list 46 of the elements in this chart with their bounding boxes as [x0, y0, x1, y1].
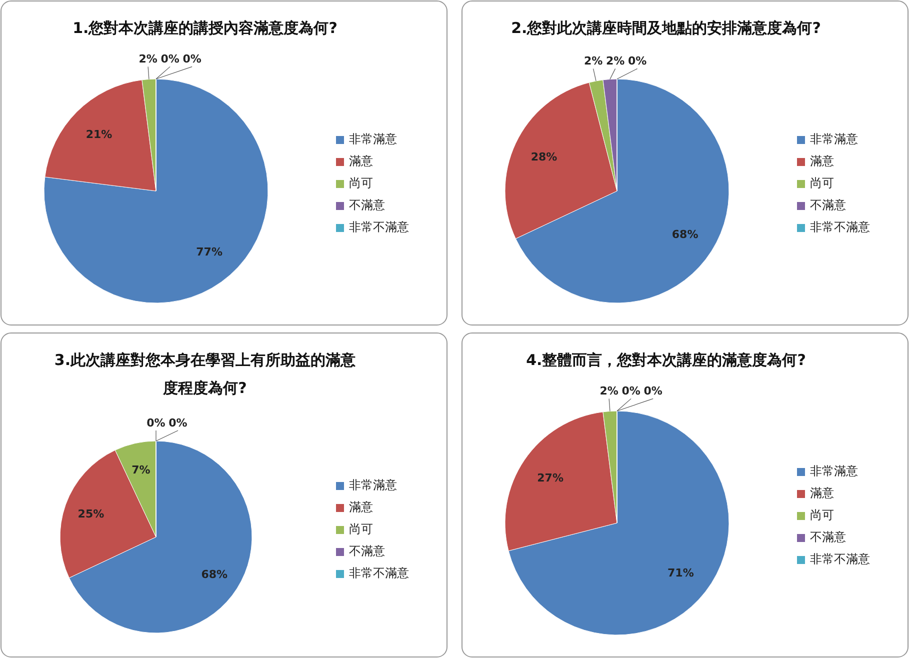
legend-label: 不滿意 — [349, 198, 385, 212]
text: 0% — [644, 384, 662, 398]
legend-label: 非常不滿意 — [349, 220, 409, 234]
legend-label: 非常滿意 — [810, 464, 858, 478]
data-label: 68% — [672, 228, 698, 242]
data-label: 2% — [606, 54, 625, 68]
text: 0% — [160, 52, 180, 66]
data-label: 28% — [530, 150, 558, 164]
data-label: 27% — [537, 472, 564, 485]
legend-label: 尚可 — [810, 508, 834, 522]
data-label: 2% — [584, 54, 603, 68]
legend-label: 尚可 — [349, 522, 373, 536]
legend-label: 滿意 — [810, 486, 834, 500]
chart-title: 2.您對此次講座時間及地點的安排滿意度為何? — [511, 19, 821, 37]
legend-label: 尚可 — [349, 176, 373, 190]
data-label: 68% — [201, 568, 228, 581]
legend-label: 不滿意 — [810, 530, 846, 544]
legend-label: 非常不滿意 — [810, 220, 870, 234]
legend-label: 不滿意 — [349, 544, 385, 558]
data-label: 71% — [668, 566, 694, 580]
text: 0% — [628, 54, 647, 68]
legend-label: 非常滿意 — [349, 478, 397, 492]
legend-label: 非常滿意 — [810, 132, 858, 146]
text: 0% — [182, 52, 202, 66]
legend-label: 非常不滿意 — [810, 552, 870, 566]
chart-title: 1.您對本次講座的講授內容滿意度為何? — [72, 19, 338, 37]
legend-label: 尚可 — [810, 176, 834, 190]
legend-label: 滿意 — [349, 154, 373, 168]
legend-label: 滿意 — [810, 154, 834, 168]
legend-label: 不滿意 — [810, 198, 846, 212]
pie-slice — [44, 78, 268, 304]
data-label: 21% — [86, 128, 112, 141]
data-label: 2% — [600, 384, 618, 398]
text: 0% — [168, 416, 188, 430]
legend-label: 滿意 — [349, 500, 373, 514]
text: 0% — [622, 384, 640, 398]
chart-title: 4.整體而言，您對本次講座的滿意度為何? — [526, 351, 806, 369]
data-label: 2% — [138, 52, 158, 66]
text: 0% — [146, 416, 166, 430]
pie-slice — [508, 410, 730, 636]
legend-label: 非常滿意 — [349, 132, 397, 146]
data-label: 7% — [132, 463, 150, 476]
data-label: 25% — [78, 507, 104, 520]
chart-title: 3.此次講座對您本身在學習上有所助益的滿意度程度為何? — [54, 351, 357, 397]
legend-label: 非常不滿意 — [349, 566, 409, 580]
data-label: 77% — [196, 245, 222, 258]
